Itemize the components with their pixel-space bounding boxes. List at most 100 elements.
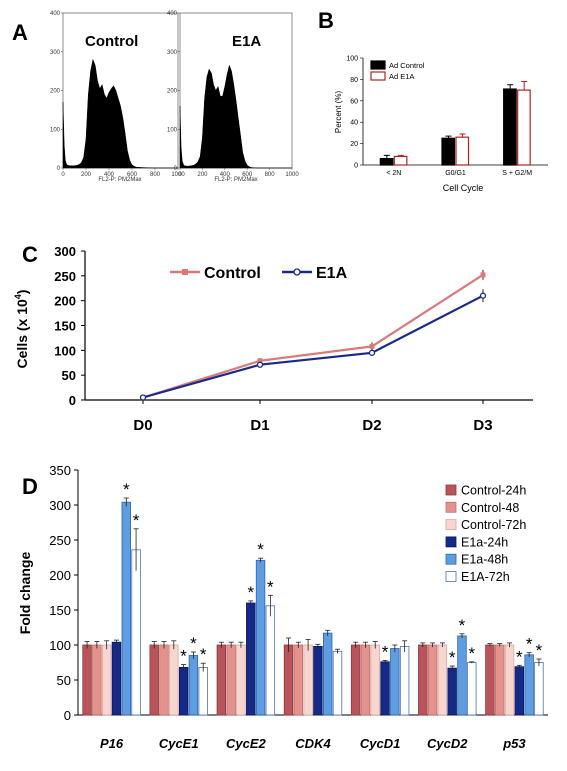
c-x-tick-label: D2 [362,417,381,434]
histogram-xlabel-control: FL2-P: PM2Max [98,177,141,183]
d-bar [380,661,390,716]
b-legend-swatch [370,71,386,81]
c-point [256,361,264,368]
d-category-label: CDK4 [295,736,331,751]
d-y-tick-label: 200 [49,568,71,583]
hist-y-tick-label: 100 [50,127,61,133]
d-bar [82,644,92,716]
panel-label-a: A [12,20,28,45]
d-bar [427,644,438,716]
b-y-tick-label: 20 [350,141,358,148]
d-category-label: p53 [502,736,526,751]
d-bar [370,644,380,716]
d-legend-swatch [445,484,457,496]
b-y-tick-label: 80 [350,77,358,84]
d-bar [322,632,333,716]
d-category-label: CycE2 [226,736,267,751]
d-bar [255,559,266,716]
c-y-tick-label: 300 [54,244,76,259]
hist-x-tick-label: 600 [127,172,138,178]
d-bar [236,644,246,716]
panel-label-c: C [22,242,38,267]
d-significance-marker: * [382,642,389,661]
d-bar [246,602,256,716]
d-bar [293,644,304,716]
hist-y-tick-label: 0 [174,166,178,172]
b-y-tick-label: 60 [350,98,358,105]
c-legend-marker [182,269,188,275]
hist-y-tick-label: 200 [167,89,178,95]
d-bar [226,644,236,716]
c-legend-label: E1A [316,265,348,282]
d-bar [332,650,343,716]
d-bar [283,644,294,716]
d-legend-swatch [445,571,457,582]
c-point [368,349,376,356]
d-legend-label: Control-24h [461,484,526,498]
d-bar [437,644,448,716]
d-significance-marker: * [536,641,543,660]
d-legend-label: E1A-72h [461,570,510,584]
c-ylabel-main: Cells (x 10 [14,299,30,368]
c-point [139,394,147,401]
c-x-tick-label: D0 [133,417,152,434]
fold-change-bar-chart: Fold change 050100150200250300350**P16**… [17,463,548,751]
c-point [369,343,375,349]
panel-label-b: B [318,8,334,33]
cell-cycle-bar-chart: Percent (%) Cell Cycle 0 20 40 60 80 100 < 2N G… [334,56,548,193]
d-bar [303,644,313,716]
histogram-title-e1a: E1A [232,33,261,50]
d-significance-marker: * [257,540,264,559]
hist-y-tick-label: 300 [50,50,61,56]
d-bar [159,644,169,716]
hist-x-tick-label: 800 [265,172,276,178]
d-bar [418,644,428,716]
d-bar [504,644,515,716]
hist-y-tick-label: 0 [57,166,61,172]
d-bar [121,501,131,716]
hist-y-tick-label: 400 [167,11,178,17]
d-legend-swatch [445,501,457,513]
d-significance-marker: * [247,583,254,602]
d-significance-marker: * [190,634,197,653]
d-bar [188,655,199,716]
hist-y-tick-label: 200 [50,89,61,95]
d-significance-marker: * [516,647,523,666]
hist-x-tick-label: 400 [104,172,115,178]
d-bar [131,549,141,716]
d-significance-marker: * [526,635,533,654]
b-category-label: < 2N [386,170,401,177]
c-y-tick-label: 0 [69,393,76,408]
d-y-tick-label: 0 [64,708,71,723]
d-bar [101,644,112,716]
hist-x-tick-label: 800 [150,172,161,178]
d-bar [198,667,208,716]
c-y-tick-label: 250 [54,269,76,284]
c-y-tick-label: 100 [54,343,76,358]
hist-x-tick-label: 1000 [171,172,185,178]
b-bar [379,157,394,166]
c-x-tick-label: D1 [250,417,269,434]
histogram-xlabel-e1a: FL2-P: PM2Max [214,177,257,183]
hist-x-tick-label: 400 [220,172,231,178]
d-y-tick-label: 100 [49,638,71,653]
hist-area [179,64,292,169]
b-bar [517,89,531,166]
histogram-title-control: Control [85,33,138,50]
b-bar [503,88,517,166]
d-y-tick-label: 250 [49,533,71,548]
c-x-tick-label: D3 [473,417,492,434]
d-y-tick-label: 150 [49,603,71,618]
d-significance-marker: * [468,644,475,663]
d-bar [534,662,544,716]
d-category-label: CycD2 [427,736,468,751]
b-bar [455,136,470,166]
d-legend-swatch [445,553,457,565]
d-significance-marker: * [133,511,140,530]
d-legend-label: Control-72h [461,518,526,532]
hist-x-tick-label: 200 [81,172,92,178]
hist-x-tick-label: 0 [61,172,65,178]
c-y-tick-label: 50 [62,368,76,383]
